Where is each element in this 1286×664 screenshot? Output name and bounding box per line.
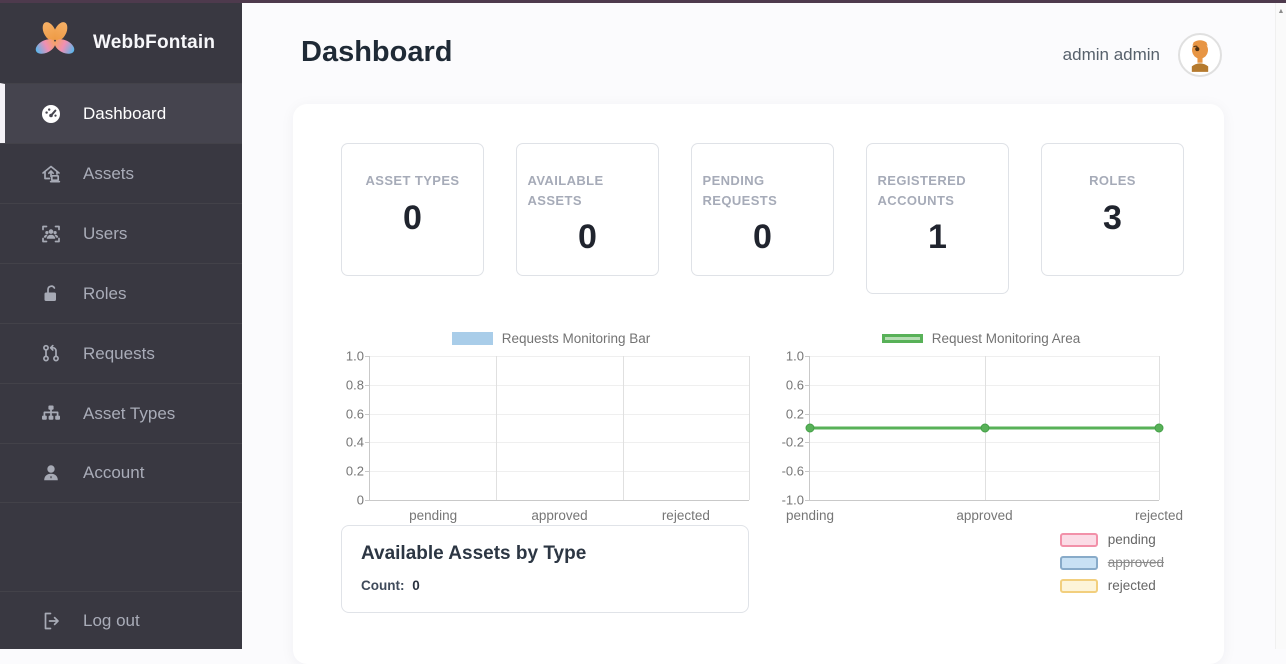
stat-card-asset-types: ASSET TYPES 0 bbox=[341, 143, 484, 276]
assets-count-label: Count: bbox=[361, 578, 404, 593]
sidebar-item-users[interactable]: Users bbox=[0, 203, 242, 263]
window-top-strip bbox=[0, 0, 1286, 3]
stats-row: ASSET TYPES 0 AVAILABLE ASSETS 0 PENDING… bbox=[293, 104, 1224, 294]
sidebar-item-label: Account bbox=[83, 463, 144, 483]
sidebar-nav: Dashboard Assets bbox=[0, 83, 242, 503]
assets-icon bbox=[40, 163, 62, 185]
approved-swatch bbox=[1060, 556, 1098, 570]
logout-icon bbox=[40, 610, 62, 632]
user-box: admin admin bbox=[1063, 33, 1222, 77]
stat-value: 0 bbox=[342, 199, 483, 238]
available-assets-by-type-card: Available Assets by Type Count: 0 bbox=[341, 525, 749, 613]
stat-value: 1 bbox=[867, 218, 1008, 257]
stat-card-registered-accounts: REGISTERED ACCOUNTS 1 bbox=[866, 143, 1009, 294]
pending-swatch bbox=[1060, 533, 1098, 547]
sidebar-item-label: Dashboard bbox=[83, 104, 166, 124]
brand-name: WebbFontain bbox=[93, 32, 215, 54]
stat-label: ROLES bbox=[1089, 171, 1136, 191]
pie-legend-item-pending[interactable]: pending bbox=[1060, 532, 1164, 547]
pie-legend-item-approved[interactable]: approved bbox=[1060, 555, 1164, 570]
sidebar-item-label: Requests bbox=[83, 344, 155, 364]
sidebar-item-label: Users bbox=[83, 224, 127, 244]
users-icon bbox=[40, 223, 62, 245]
stat-card-roles: ROLES 3 bbox=[1041, 143, 1184, 276]
sidebar-item-label: Asset Types bbox=[83, 404, 175, 424]
pie-legend-item-rejected[interactable]: rejected bbox=[1060, 578, 1164, 593]
bar-legend-swatch bbox=[452, 332, 493, 345]
area-legend-swatch bbox=[882, 334, 923, 343]
logout-label: Log out bbox=[83, 611, 140, 631]
request-monitoring-area-chart: Request Monitoring Area 1.00.60.2-0.2-0.… bbox=[781, 330, 1181, 501]
rejected-label: rejected bbox=[1108, 578, 1156, 593]
page-title: Dashboard bbox=[301, 36, 452, 69]
sidebar-item-label: Assets bbox=[83, 164, 134, 184]
account-icon bbox=[40, 462, 62, 484]
approved-label: approved bbox=[1108, 555, 1164, 570]
main-area: Dashboard admin admin bbox=[242, 3, 1286, 649]
charts-row: Requests Monitoring Bar 1.00.80.60.40.20… bbox=[293, 294, 1224, 501]
user-avatar[interactable] bbox=[1178, 33, 1222, 77]
sidebar-item-dashboard[interactable]: Dashboard bbox=[0, 83, 242, 143]
stat-label: REGISTERED ACCOUNTS bbox=[878, 171, 998, 210]
stat-label: PENDING REQUESTS bbox=[703, 171, 823, 210]
stat-value: 0 bbox=[517, 218, 658, 257]
sidebar-item-assets[interactable]: Assets bbox=[0, 143, 242, 203]
sidebar-item-asset-types[interactable]: Asset Types bbox=[0, 383, 242, 443]
assets-count-value: 0 bbox=[412, 578, 420, 593]
sidebar-item-roles[interactable]: Roles bbox=[0, 263, 242, 323]
bar-chart-legend[interactable]: Requests Monitoring Bar bbox=[341, 330, 761, 347]
asset-types-icon bbox=[40, 403, 62, 425]
stat-card-pending-requests: PENDING REQUESTS 0 bbox=[691, 143, 834, 276]
user-name[interactable]: admin admin bbox=[1063, 45, 1160, 65]
stat-value: 0 bbox=[692, 218, 833, 257]
dashboard-icon bbox=[40, 103, 62, 125]
sidebar: WebbFontain Dashboard bbox=[0, 3, 242, 649]
rejected-swatch bbox=[1060, 579, 1098, 593]
sidebar-item-label: Roles bbox=[83, 284, 126, 304]
page-header: Dashboard admin admin bbox=[242, 3, 1286, 104]
sidebar-item-requests[interactable]: Requests bbox=[0, 323, 242, 383]
logout-button[interactable]: Log out bbox=[0, 591, 242, 649]
pending-label: pending bbox=[1108, 532, 1156, 547]
available-assets-by-type-title: Available Assets by Type bbox=[361, 543, 729, 565]
bar-legend-label: Requests Monitoring Bar bbox=[502, 331, 651, 346]
dashboard-content-card: ASSET TYPES 0 AVAILABLE ASSETS 0 PENDING… bbox=[293, 104, 1224, 664]
stat-value: 3 bbox=[1042, 199, 1183, 238]
brand-logo-icon bbox=[33, 19, 77, 68]
bar-chart-plot: 1.00.80.60.40.20pendingapprovedrejected bbox=[369, 356, 749, 501]
roles-icon bbox=[40, 283, 62, 305]
sidebar-item-account[interactable]: Account bbox=[0, 443, 242, 503]
area-chart-plot: 1.00.60.2-0.2-0.6-1.0pendingapprovedreje… bbox=[809, 356, 1159, 501]
stat-card-available-assets: AVAILABLE ASSETS 0 bbox=[516, 143, 659, 276]
vertical-scrollbar[interactable]: ▲ bbox=[1275, 3, 1286, 649]
requests-icon bbox=[40, 343, 62, 365]
scrollbar-up-arrow[interactable]: ▲ bbox=[1276, 3, 1286, 19]
assets-count: Count: 0 bbox=[361, 578, 729, 593]
area-legend-label: Request Monitoring Area bbox=[932, 331, 1081, 346]
requests-monitoring-bar-chart: Requests Monitoring Bar 1.00.80.60.40.20… bbox=[341, 330, 761, 501]
pie-chart-legend: pending approved rejected bbox=[1060, 525, 1164, 593]
stat-label: AVAILABLE ASSETS bbox=[528, 171, 648, 210]
stat-label: ASSET TYPES bbox=[366, 171, 460, 191]
brand-header: WebbFontain bbox=[0, 3, 242, 83]
area-chart-legend[interactable]: Request Monitoring Area bbox=[781, 330, 1181, 347]
